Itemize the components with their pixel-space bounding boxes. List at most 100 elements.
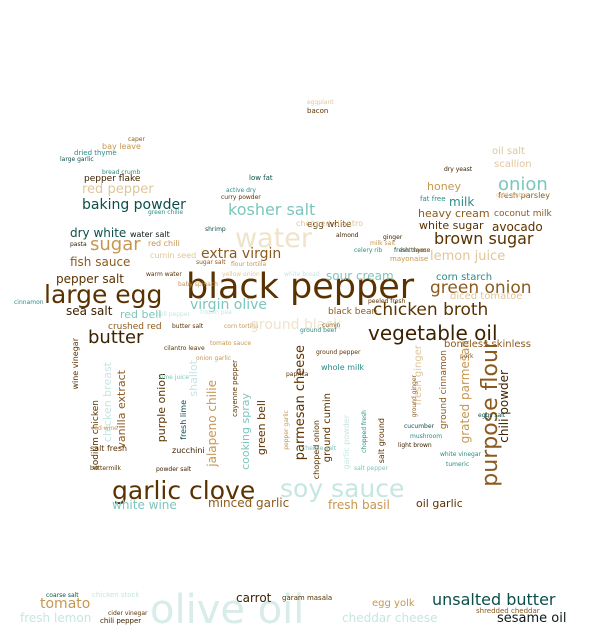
cloud-word: cold water (496, 192, 528, 199)
cloud-word: baby spinach (178, 281, 218, 288)
cloud-word: hot sauce (401, 247, 431, 254)
cloud-word: buttermilk (90, 465, 122, 472)
cloud-word: dried thyme (74, 149, 117, 157)
cloud-word: red bell (120, 308, 162, 321)
cloud-word: peeled fresh (368, 298, 406, 305)
cloud-word: salt pepper (354, 465, 389, 472)
cloud-word: curry powder (221, 194, 261, 201)
cloud-word: powder salt (156, 466, 192, 473)
cloud-word: cinnamon (14, 299, 44, 306)
cloud-word: eggplant (307, 99, 334, 106)
cloud-word: fresh basil (328, 498, 390, 512)
cloud-word: cilantro leave (164, 345, 205, 352)
cloud-word: pasta (70, 241, 87, 248)
cloud-word: chili powder (497, 370, 511, 443)
cloud-word: eggs salt (478, 412, 506, 419)
cloud-word: egg white (307, 220, 352, 230)
cloud-word: paprika (286, 371, 309, 378)
cloud-word: large garlic (60, 156, 94, 163)
cloud-word: olive oil (150, 587, 305, 633)
cloud-word: red chili (148, 239, 180, 248)
cloud-word: fresh parsley (498, 191, 550, 200)
cloud-word: fat free (420, 195, 446, 203)
cloud-word: salt fresh (90, 444, 128, 453)
cloud-word: vegetable oil (368, 321, 498, 345)
cloud-word: chopped fresh (361, 410, 368, 453)
cloud-word: red wine (92, 425, 118, 432)
cloud-word: fresh lemon (20, 611, 92, 625)
cloud-word: egg yolk (372, 598, 415, 609)
cloud-word: mushroom (410, 433, 443, 440)
cloud-word: soy sauce (280, 474, 405, 503)
cloud-word: green chilie (148, 209, 184, 216)
cloud-word: honey (427, 180, 461, 193)
cloud-word: ground black (250, 317, 342, 333)
cloud-word: pepper garlic (283, 410, 290, 450)
cloud-word: fresh thyme (394, 247, 431, 254)
cloud-word: bread crumb (102, 169, 141, 176)
cloud-word: sugar (90, 234, 141, 255)
cloud-word: diced tomatoe (450, 291, 523, 302)
cloud-word: shallot (187, 360, 200, 397)
cloud-word: cooking spray (239, 393, 252, 470)
cloud-word: wine vinegar (71, 338, 80, 390)
cloud-word: avocado (492, 220, 543, 234)
cloud-word: tumeric (446, 461, 470, 468)
cloud-word: green onion (430, 278, 532, 298)
cloud-word: almond (336, 232, 359, 239)
cloud-word: white sugar (419, 219, 484, 232)
cloud-word: corn starch (436, 272, 493, 283)
cloud-word: onion garlic (196, 355, 232, 362)
cloud-word: jalapeno chilie (205, 380, 219, 467)
cloud-word: active dry (226, 187, 256, 194)
cloud-word: yellow onion (222, 271, 260, 278)
cloud-word: garlic clove (112, 476, 256, 505)
cloud-word: sugar salt (196, 259, 226, 266)
cloud-word: bacon (307, 107, 329, 115)
cloud-word: pork (460, 353, 474, 360)
cloud-word: garlic powder (342, 415, 351, 470)
cloud-word: flour tortilla (231, 261, 267, 268)
cloud-word: virgin olive (190, 297, 268, 313)
cloud-word: cheddar cheese (342, 611, 438, 625)
cloud-word: sour cream (326, 269, 394, 283)
cloud-word: white wine (112, 498, 177, 512)
cloud-word: black bean (328, 307, 378, 317)
cloud-word: water salt (130, 230, 170, 239)
cloud-word: fish sauce (70, 255, 131, 269)
cloud-word: bell pepper (156, 311, 191, 318)
cloud-word: black pepper (186, 267, 415, 307)
cloud-word: dry white (70, 226, 127, 240)
cloud-word: coarse salt (46, 592, 79, 599)
cloud-word: cumin (322, 322, 341, 329)
cloud-word: baking powder (82, 197, 186, 213)
cloud-word: tomato (40, 596, 91, 612)
cloud-word: cucumber (404, 423, 435, 430)
cloud-word: chicken broth (373, 300, 489, 320)
cloud-word: water (235, 223, 312, 254)
cloud-word: light brown (398, 442, 432, 449)
cloud-word: sea salt (66, 304, 113, 318)
cloud-word: carrot (236, 591, 272, 605)
cloud-word: oil garlic (416, 497, 463, 510)
cloud-word: minced garlic (208, 496, 290, 510)
cloud-word: lime juice (160, 374, 189, 381)
cloud-word: butter salt (172, 323, 204, 330)
cloud-word: cayenne pepper (231, 360, 239, 417)
cloud-word: chicken stock (92, 591, 140, 599)
cloud-word: pepper flake (84, 174, 141, 184)
cloud-word: fresh lime (179, 400, 188, 440)
cloud-word: purple onion (155, 373, 168, 443)
cloud-word: zucchini (172, 446, 205, 455)
cloud-word: warm water (146, 271, 182, 278)
cloud-word: unsalted butter (432, 590, 556, 609)
cloud-word: lemon juice (430, 249, 506, 264)
cloud-word: coconut milk (494, 209, 552, 219)
cloud-word: mayonaise (390, 255, 429, 263)
cloud-word: low fat (249, 174, 273, 182)
cloud-word: large egg (44, 280, 163, 309)
cloud-word: chopped cilantro (296, 219, 364, 228)
cloud-word: chili pepper (100, 617, 142, 625)
cloud-word: frozen pea (200, 309, 232, 316)
